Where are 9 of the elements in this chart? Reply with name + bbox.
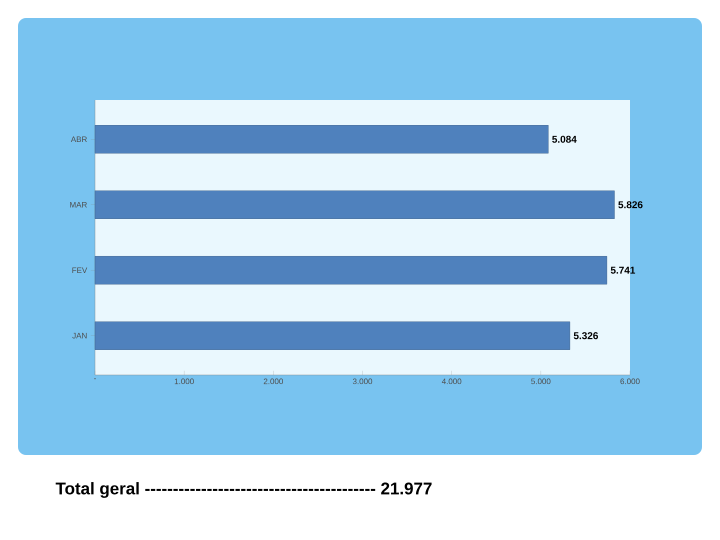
data-label: 5.741 [610, 266, 636, 274]
bar [94, 125, 549, 154]
bar [94, 256, 608, 284]
data-label: 5.826 [618, 201, 643, 208]
text: Total geral ----------------------------------------- 21.977 [56, 482, 432, 498]
bar [94, 190, 615, 219]
bar [94, 322, 570, 350]
data-label: 5.326 [574, 332, 598, 340]
data-label: 5.084 [552, 136, 577, 143]
